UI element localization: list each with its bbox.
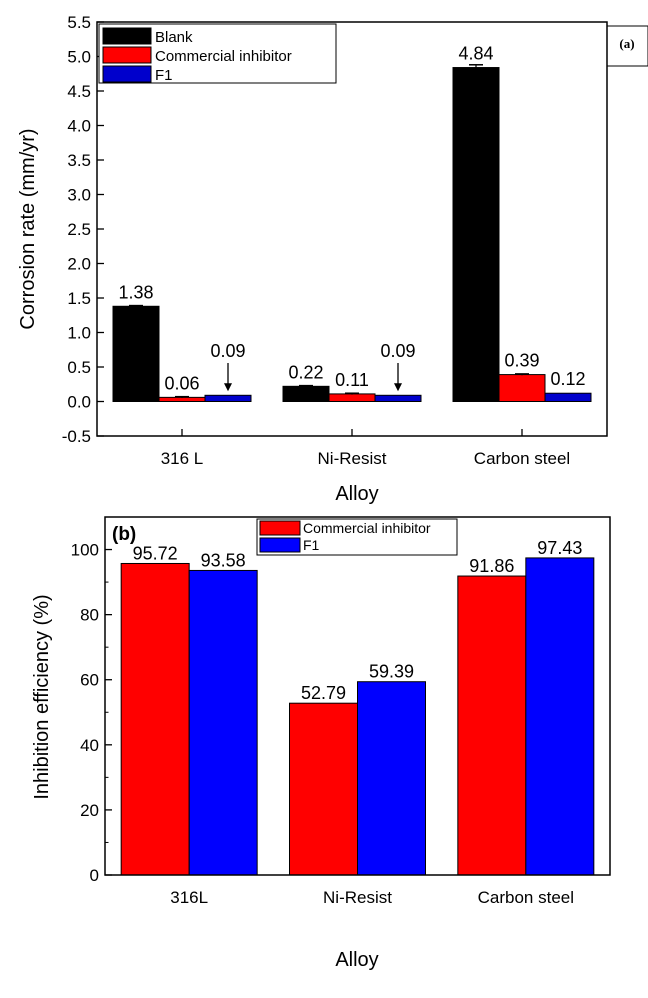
value-label: 97.43 <box>537 538 582 558</box>
value-label: 91.86 <box>469 556 514 576</box>
value-label: 0.06 <box>164 373 199 393</box>
legend-swatch-f1 <box>102 65 152 83</box>
value-label: 4.84 <box>458 44 493 64</box>
x-tick-label: Ni-Resist <box>318 449 387 468</box>
y-tick-label: 0.0 <box>67 393 91 412</box>
y-tick-label: 0.5 <box>67 358 91 377</box>
y-tick-label: 4.5 <box>67 82 91 101</box>
legend-label-blank: Blank <box>155 29 193 46</box>
y-tick-label: 5.5 <box>67 13 91 32</box>
panel-a-legend: Blank Commercial inhibitor F1 <box>98 23 337 84</box>
legend-label-commercial-inhibitor: Commercial inhibitor <box>155 48 292 65</box>
legend-label-b-f1: F1 <box>303 537 320 553</box>
bar-blank-carbon-steel <box>452 67 500 402</box>
x-tick-label: 316L <box>170 888 208 907</box>
value-label: 0.09 <box>210 341 245 361</box>
y-tick-label: 0 <box>90 866 99 885</box>
bar-commercial-inhibitor-ni-resist <box>289 702 358 876</box>
panel-b-inhibition-efficiency-chart: 0 20 40 60 80 100 316L Ni-Resist Carbon steel 95… <box>31 516 611 971</box>
value-label: 0.39 <box>504 351 539 371</box>
y-tick-label: -0.5 <box>62 427 91 446</box>
panel-b-plot-frame <box>104 516 611 876</box>
y-tick-label: 40 <box>80 736 99 755</box>
legend-label-f1: F1 <box>155 67 173 84</box>
y-tick-label: 100 <box>71 541 99 560</box>
bar-f1-ni-resist <box>357 681 426 876</box>
bar-commercial-inhibitor-carbon-steel <box>498 374 546 402</box>
bar-f1-316-l <box>204 394 252 403</box>
bar-commercial-inhibitor-316l <box>120 562 190 876</box>
value-label: 59.39 <box>369 662 414 682</box>
value-label: 0.12 <box>550 369 585 389</box>
panel-b-x-axis-title: Alloy <box>335 949 378 971</box>
y-tick-label: 2.0 <box>67 255 91 274</box>
legend-swatch-b-commercial-inhibitor <box>259 520 301 536</box>
annotation-arrow-head <box>224 383 232 392</box>
value-label: 0.09 <box>380 341 415 361</box>
bar-commercial-inhibitor-ni-resist <box>328 393 376 403</box>
legend-swatch-blank <box>102 27 152 45</box>
panel-a-corrosion-rate-chart: (a) -0.5 0.0 0.5 1.0 1.5 2.0 2.5 3.0 3.5 4.0 4.5 5.… <box>17 13 648 505</box>
x-tick-label: Carbon steel <box>478 888 574 907</box>
y-tick-label: 2.5 <box>67 220 91 239</box>
panel-b-y-axis-title: Inhibition efficiency (%) <box>31 594 53 799</box>
y-tick-label: 5.0 <box>67 48 91 67</box>
bar-commercial-inhibitor-carbon-steel <box>457 575 527 876</box>
value-label: 93.58 <box>201 550 246 570</box>
bar-blank-ni-resist <box>282 385 330 403</box>
y-tick-label: 3.5 <box>67 151 91 170</box>
panel-a-x-axis-title: Alloy <box>335 483 378 505</box>
legend-label-b-commercial-inhibitor: Commercial inhibitor <box>303 520 431 536</box>
bar-f1-carbon-steel <box>525 557 595 876</box>
x-tick-label: Carbon steel <box>474 449 570 468</box>
panel-a-label: (a) <box>619 36 634 51</box>
value-label: 95.72 <box>133 543 178 563</box>
value-label: 0.11 <box>335 370 369 390</box>
panel-a-plot-frame <box>96 21 608 437</box>
panel-a-y-axis-title: Corrosion rate (mm/yr) <box>17 128 39 329</box>
y-tick-label: 3.0 <box>67 186 91 205</box>
bar-blank-316-l <box>112 305 160 402</box>
y-tick-label: 4.0 <box>67 117 91 136</box>
y-tick-label: 60 <box>80 671 99 690</box>
panel-b-label: (b) <box>112 524 136 545</box>
legend-swatch-b-f1 <box>259 537 301 553</box>
y-tick-label: 1.0 <box>67 324 91 343</box>
bar-f1-ni-resist <box>374 394 422 403</box>
panel-b-legend: Commercial inhibitor F1 <box>256 518 458 556</box>
x-tick-label: Ni-Resist <box>323 888 392 907</box>
y-tick-label: 1.5 <box>67 289 91 308</box>
value-label: 1.38 <box>118 282 153 302</box>
bar-f1-carbon-steel <box>544 392 592 403</box>
value-label: 0.22 <box>288 362 323 382</box>
x-tick-label: 316 L <box>161 449 204 468</box>
panel-a-label-box <box>606 25 648 67</box>
legend-swatch-commercial-inhibitor <box>102 46 152 64</box>
y-tick-label: 80 <box>80 606 99 625</box>
y-tick-label: 20 <box>80 801 99 820</box>
annotation-arrow-head <box>394 383 402 392</box>
value-label: 52.79 <box>301 683 346 703</box>
bar-f1-316l <box>188 569 258 876</box>
